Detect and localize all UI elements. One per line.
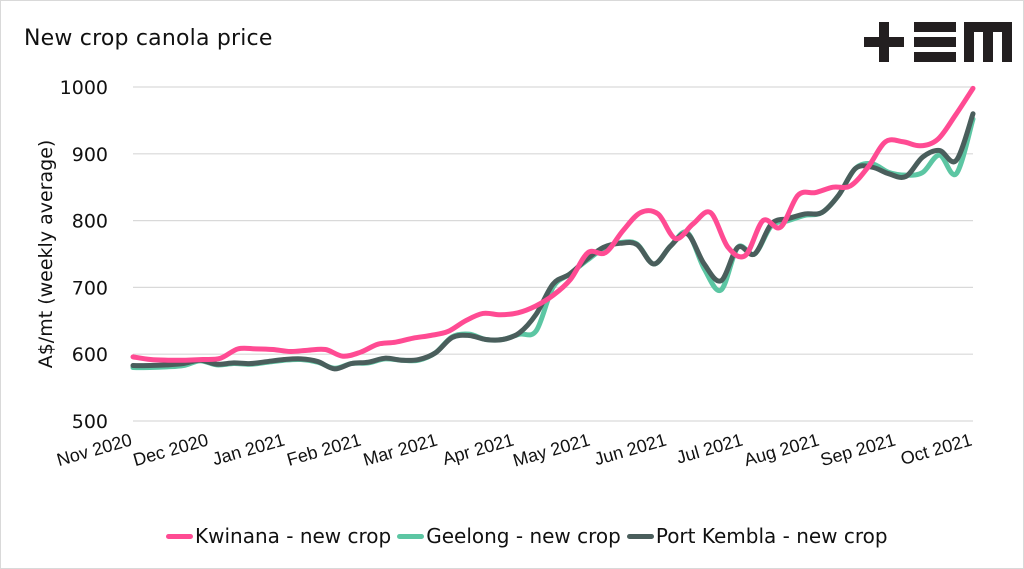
x-tick-label: Dec 2020: [131, 430, 211, 470]
y-tick-label: 700: [72, 277, 108, 299]
x-tick-label: Nov 2020: [55, 430, 135, 470]
x-tick-label: Jan 2021: [210, 430, 287, 470]
legend-item-kwinana[interactable]: Kwinana - new crop: [166, 524, 391, 548]
tem-logo: [864, 22, 1012, 62]
y-tick-label: 800: [72, 211, 108, 233]
y-tick-label: 1000: [60, 77, 108, 99]
logo-e-bar-bottom: [914, 52, 956, 62]
x-tick-label: Jun 2021: [592, 430, 669, 470]
x-tick-label: Mar 2021: [361, 430, 440, 470]
legend-label-kwinana: Kwinana - new crop: [195, 524, 392, 548]
legend-swatch-port-kembla: [626, 533, 654, 539]
y-tick-label: 600: [72, 344, 108, 366]
series-lines: [130, 85, 976, 372]
y-tick-label: 500: [72, 411, 108, 433]
legend-swatch-geelong: [397, 533, 425, 539]
logo-e-bar-top: [914, 22, 956, 32]
series-line-geelong-new-crop: [130, 116, 976, 371]
x-tick-label: Aug 2021: [742, 430, 822, 470]
y-tick-labels: 500 600 700 800 900 1000: [60, 77, 108, 433]
series-line-port-kembla-new-crop: [130, 111, 976, 372]
legend-item-port-kembla[interactable]: Port Kembla - new crop: [626, 524, 888, 548]
x-tick-label: May 2021: [511, 430, 593, 471]
x-tick-label: Apr 2021: [440, 430, 516, 469]
x-tick-label: Sep 2021: [818, 430, 898, 470]
chart-title: New crop canola price: [24, 26, 273, 51]
x-tick-label: Jul 2021: [674, 430, 745, 468]
y-axis-label: A$/mt (weekly average): [35, 140, 57, 369]
legend-label-port-kembla: Port Kembla - new crop: [655, 524, 888, 548]
x-tick-label: Oct 2021: [898, 430, 974, 469]
gridlines: [133, 86, 973, 422]
logo-m-shape: [964, 22, 1012, 62]
logo-plus-vertical: [879, 22, 889, 62]
series-line-kwinana-new-crop: [130, 85, 976, 363]
legend-item-geelong[interactable]: Geelong - new crop: [397, 524, 621, 548]
logo-e-bar-mid: [914, 37, 956, 47]
legend-label-geelong: Geelong - new crop: [426, 524, 621, 548]
y-tick-label: 900: [72, 144, 108, 166]
x-tick-label: Feb 2021: [285, 430, 364, 470]
legend-swatch-kwinana: [166, 533, 193, 539]
legend: Kwinana - new crop Geelong - new crop Po…: [166, 524, 894, 548]
